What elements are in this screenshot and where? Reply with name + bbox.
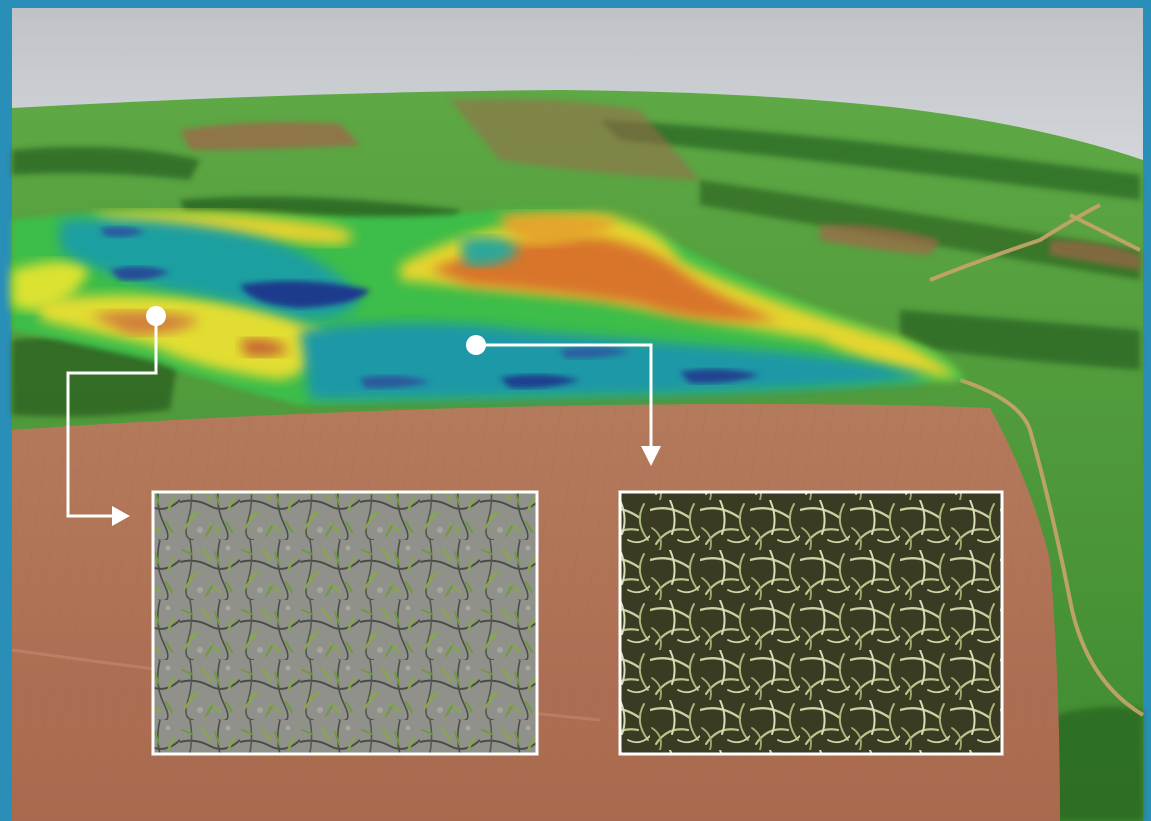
callout-stressed: [66, 306, 166, 526]
stressed-crop-closeup: [151, 490, 539, 756]
callout-healthy: [466, 335, 661, 466]
healthy-crop-closeup: [618, 490, 1004, 756]
arrow-right-icon: [112, 506, 130, 526]
distant-brown-fields: [180, 99, 1140, 270]
dirt-roads: [929, 203, 1145, 717]
crop-health-heatmap: [12, 209, 965, 405]
arrow-down-icon: [641, 446, 661, 466]
